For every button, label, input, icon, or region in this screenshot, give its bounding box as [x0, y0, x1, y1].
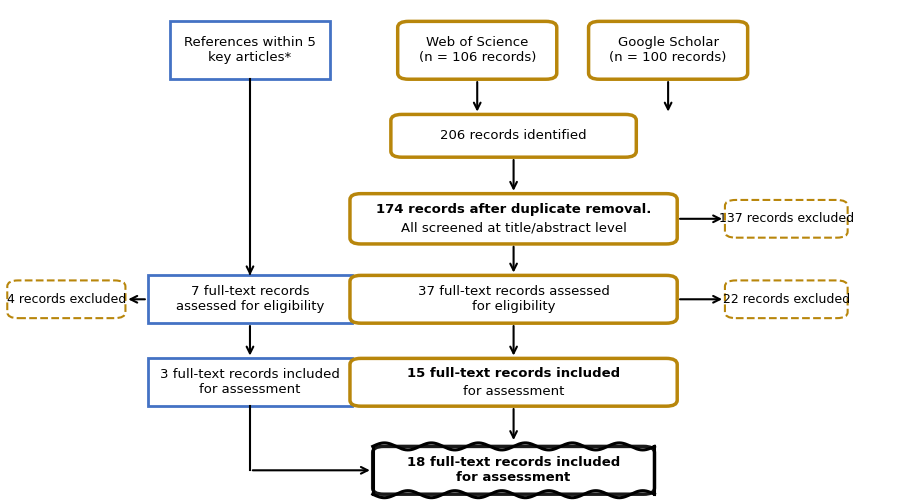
FancyBboxPatch shape	[725, 200, 847, 238]
Text: Web of Science
(n = 106 records): Web of Science (n = 106 records)	[418, 36, 536, 64]
FancyBboxPatch shape	[373, 447, 654, 494]
Text: 22 records excluded: 22 records excluded	[723, 293, 850, 306]
Text: 137 records excluded: 137 records excluded	[719, 212, 854, 225]
Text: 37 full-text records assessed
for eligibility: 37 full-text records assessed for eligib…	[417, 285, 610, 313]
Text: 206 records identified: 206 records identified	[440, 129, 587, 142]
Bar	[148, 359, 353, 406]
Bar	[171, 21, 330, 79]
FancyBboxPatch shape	[7, 280, 125, 318]
FancyBboxPatch shape	[350, 276, 677, 323]
Text: References within 5
key articles*: References within 5 key articles*	[184, 36, 316, 64]
Text: 174 records after duplicate removal.: 174 records after duplicate removal.	[376, 203, 651, 216]
Text: 18 full-text records included
for assessment: 18 full-text records included for assess…	[407, 456, 620, 484]
FancyBboxPatch shape	[350, 359, 677, 406]
Text: Google Scholar
(n = 100 records): Google Scholar (n = 100 records)	[609, 36, 727, 64]
Text: 7 full-text records
assessed for eligibility: 7 full-text records assessed for eligibi…	[175, 285, 325, 313]
Text: for assessment: for assessment	[463, 385, 564, 398]
Text: 15 full-text records included: 15 full-text records included	[407, 367, 620, 380]
Bar	[148, 276, 353, 323]
FancyBboxPatch shape	[725, 280, 847, 318]
Text: 3 full-text records included
for assessment: 3 full-text records included for assessm…	[160, 368, 340, 396]
FancyBboxPatch shape	[398, 22, 556, 79]
FancyBboxPatch shape	[391, 115, 636, 157]
Text: 4 records excluded: 4 records excluded	[6, 293, 126, 306]
FancyBboxPatch shape	[589, 22, 747, 79]
FancyBboxPatch shape	[350, 194, 677, 244]
Text: All screened at title/abstract level: All screened at title/abstract level	[401, 222, 626, 235]
